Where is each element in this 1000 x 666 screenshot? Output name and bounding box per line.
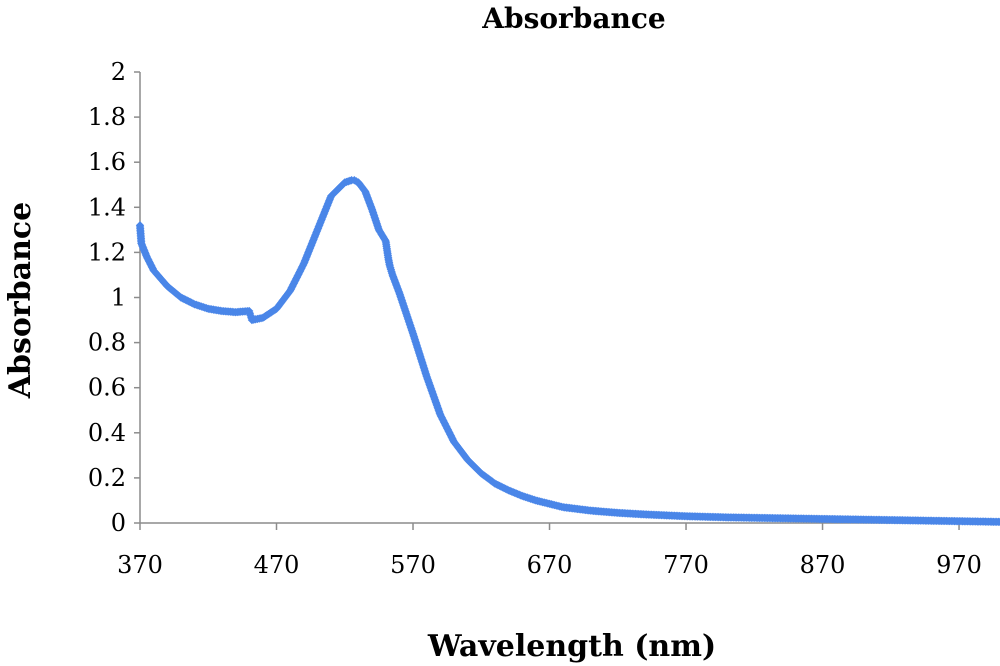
y-tick-label: 1.6: [88, 148, 126, 176]
x-tick-label: 970: [936, 551, 982, 579]
x-axis-label: Wavelength (nm): [427, 629, 716, 664]
data-point: [995, 517, 1000, 527]
axes: [139, 72, 1000, 524]
y-tick-label: 1.8: [88, 103, 126, 131]
y-tick-label: 0.2: [88, 464, 126, 492]
y-tick-label: 0.6: [88, 374, 126, 402]
x-tick-label: 670: [527, 551, 573, 579]
y-tick-label: 2: [111, 58, 126, 86]
ticks: 0 0.2 0.4 0.6 0.8 1 1.2 1.4 1.6 1.8 2 370 470 570 670 7…: [88, 58, 982, 579]
y-tick-label: 1: [111, 284, 126, 312]
y-tick-label: 1.2: [88, 238, 126, 266]
y-axis-label: Absorbance: [3, 202, 38, 400]
x-tick-label: 470: [254, 551, 300, 579]
data-points: [135, 176, 1000, 527]
x-tick-label: 370: [117, 551, 163, 579]
y-tick-label: 1.4: [88, 193, 126, 221]
y-tick-label: 0.4: [88, 419, 126, 447]
x-tick-label: 570: [390, 551, 436, 579]
x-tick-label: 870: [800, 551, 846, 579]
y-tick-label: 0.8: [88, 329, 126, 357]
chart-title: Absorbance: [481, 2, 665, 35]
y-tick-label: 0: [111, 509, 126, 537]
x-tick-label: 770: [663, 551, 709, 579]
